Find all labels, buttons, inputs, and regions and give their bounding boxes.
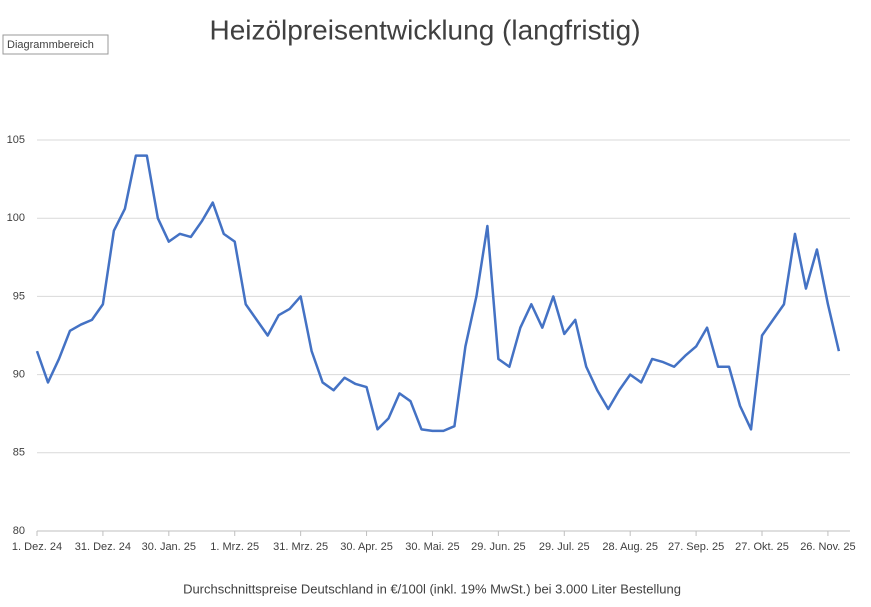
chart-title: Heizölpreisentwicklung (langfristig)	[209, 14, 640, 45]
x-tick-label: 1. Dez. 24	[12, 541, 62, 553]
y-tick-label: 100	[7, 212, 25, 224]
x-tick-label: 27. Sep. 25	[668, 541, 724, 553]
y-tick-label: 95	[13, 290, 25, 302]
x-tick-label: 28. Aug. 25	[602, 541, 658, 553]
tooltip: Diagrammbereich	[2, 34, 109, 55]
x-tick-label: 30. Mai. 25	[405, 541, 459, 553]
x-tick-label: 1. Mrz. 25	[210, 541, 259, 553]
x-tick-label: 29. Jun. 25	[471, 541, 525, 553]
line-series	[35, 154, 841, 433]
x-tick-label: 26. Nov. 25	[800, 541, 855, 553]
x-tick-label: 30. Apr. 25	[340, 541, 393, 553]
tooltip-text: Diagrammbereich	[7, 39, 94, 51]
x-tick-label: 29. Jul. 25	[539, 541, 590, 553]
x-tick-label: 31. Dez. 24	[75, 541, 131, 553]
y-tick-label: 85	[13, 447, 25, 459]
y-tick-label: 90	[13, 369, 25, 381]
x-tick-label: 27. Okt. 25	[735, 541, 789, 553]
y-tick-label: 105	[7, 134, 25, 146]
x-axis-title: Durchschnittspreise Deutschland in €/100…	[183, 581, 681, 596]
x-tick-label: 30. Jan. 25	[142, 541, 196, 553]
x-tick-label: 31. Mrz. 25	[273, 541, 328, 553]
tooltip-box	[2, 34, 109, 55]
y-tick-label: 80	[13, 525, 25, 537]
